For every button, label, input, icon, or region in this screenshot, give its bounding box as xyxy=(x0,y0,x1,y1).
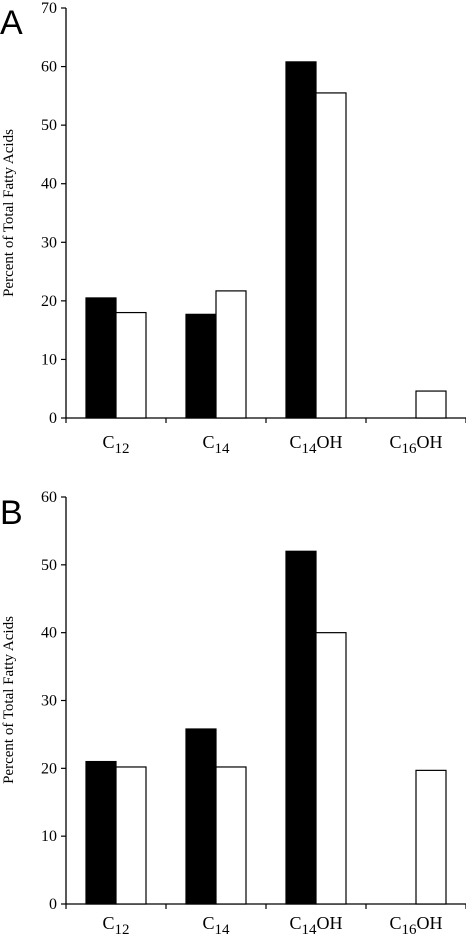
x-category-label: C14OH xyxy=(289,432,342,457)
bar-black xyxy=(85,297,117,419)
x-category-label: C14 xyxy=(202,913,230,938)
chart-panel-a: A Percent of Total Fatty Acids 0 10 20 30 40 50… xyxy=(0,0,466,457)
x-category-label: C16OH xyxy=(389,432,442,457)
bar-black xyxy=(185,728,217,905)
y-tick-label: 30 xyxy=(41,693,57,710)
bar-white xyxy=(315,632,347,905)
y-tick-label: 40 xyxy=(41,176,57,193)
bar-black xyxy=(285,61,317,419)
y-axis-label: Percent of Total Fatty Acids xyxy=(1,129,17,297)
y-tick-label: 70 xyxy=(41,0,57,17)
bar-black xyxy=(85,760,117,905)
x-category-label: C14OH xyxy=(289,913,342,938)
bar-white xyxy=(315,92,347,419)
bar-white xyxy=(115,311,147,419)
bar-white xyxy=(115,766,147,905)
y-axis-label: Percent of Total Fatty Acids xyxy=(1,616,17,784)
x-category-label: C12 xyxy=(102,432,129,457)
bar-white xyxy=(215,766,247,905)
bar-white xyxy=(415,390,447,419)
chart-panel-b: B Percent of Total Fatty Acids 0 10 20 30 40 50… xyxy=(0,489,466,938)
x-category-label: C12 xyxy=(102,913,129,938)
y-tick-label: 20 xyxy=(41,760,57,777)
y-tick-label: 50 xyxy=(41,117,57,134)
bar-black xyxy=(285,550,317,905)
x-category-label: C14 xyxy=(202,432,230,457)
bar-black xyxy=(185,313,217,419)
y-tick-label: 60 xyxy=(41,489,57,506)
y-tick-label: 0 xyxy=(49,410,57,427)
bar-white xyxy=(415,769,447,905)
y-tick-label: 30 xyxy=(41,234,57,251)
y-tick-label: 40 xyxy=(41,625,57,642)
y-tick-label: 20 xyxy=(41,293,57,310)
y-tick-label: 60 xyxy=(41,59,57,76)
y-tick-label: 0 xyxy=(49,896,57,913)
y-tick-label: 10 xyxy=(41,351,57,368)
y-tick-label: 50 xyxy=(41,557,57,574)
bar-white xyxy=(215,290,247,419)
x-category-label: C16OH xyxy=(389,913,442,938)
panel-label: B xyxy=(0,494,23,532)
y-tick-label: 10 xyxy=(41,828,57,845)
panel-label: A xyxy=(0,4,23,42)
